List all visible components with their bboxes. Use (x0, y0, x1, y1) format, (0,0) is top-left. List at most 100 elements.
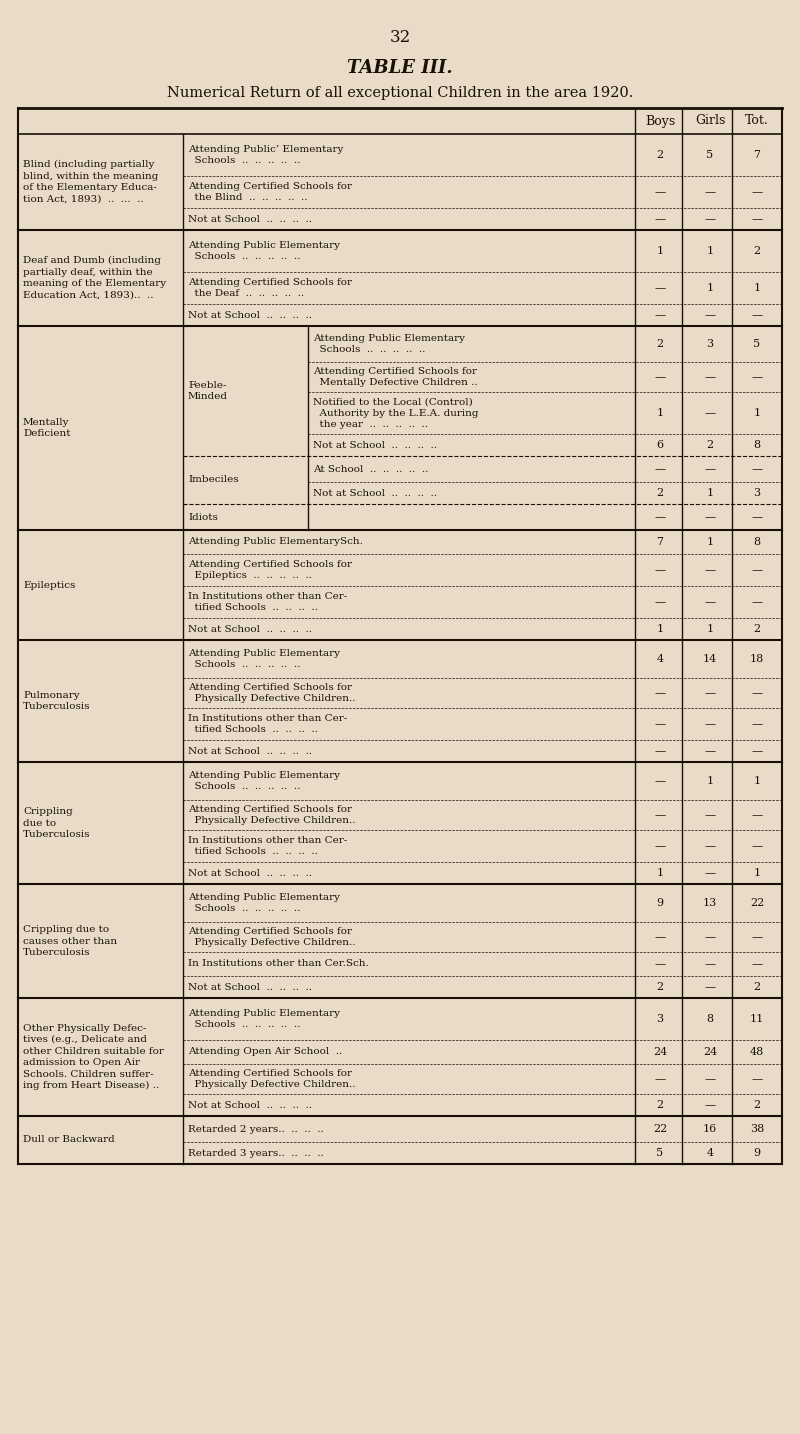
Text: —: — (705, 840, 715, 850)
Text: Not at School  ..  ..  ..  ..: Not at School .. .. .. .. (188, 869, 312, 878)
Text: Notified to the Local (Control)
  Authority by the L.E.A. during
  the year  .. : Notified to the Local (Control) Authorit… (313, 397, 478, 429)
Text: Idiots: Idiots (188, 512, 218, 522)
Text: In Institutions other than Cer-
  tified Schools  ..  ..  ..  ..: In Institutions other than Cer- tified S… (188, 836, 347, 856)
Text: Not at School  ..  ..  ..  ..: Not at School .. .. .. .. (188, 311, 312, 320)
Text: Retarded 3 years..  ..  ..  ..: Retarded 3 years.. .. .. .. (188, 1149, 324, 1157)
Text: —: — (705, 1074, 715, 1084)
Text: 1: 1 (706, 282, 714, 293)
Text: 16: 16 (703, 1124, 717, 1134)
Text: Attending Certified Schools for
  Physically Defective Children..: Attending Certified Schools for Physical… (188, 926, 355, 948)
Text: Deaf and Dumb (including
partially deaf, within the
meaning of the Elementary
Ed: Deaf and Dumb (including partially deaf,… (23, 257, 166, 300)
Text: Imbeciles: Imbeciles (188, 476, 238, 485)
Text: 5: 5 (657, 1149, 663, 1159)
Text: 8: 8 (754, 536, 761, 546)
Text: —: — (705, 465, 715, 475)
Text: Not at School  ..  ..  ..  ..: Not at School .. .. .. .. (188, 982, 312, 991)
Text: Attending Public Elementary
  Schools  ..  ..  ..  ..  ..: Attending Public Elementary Schools .. .… (188, 1008, 340, 1030)
Text: 2: 2 (754, 247, 761, 257)
Text: 1: 1 (754, 282, 761, 293)
Text: —: — (654, 1074, 666, 1084)
Text: 48: 48 (750, 1047, 764, 1057)
Text: 1: 1 (657, 624, 663, 634)
Text: —: — (751, 465, 762, 475)
Text: —: — (705, 310, 715, 320)
Text: —: — (654, 688, 666, 698)
Text: —: — (751, 959, 762, 969)
Text: Not at School  ..  ..  ..  ..: Not at School .. .. .. .. (188, 215, 312, 224)
Text: 7: 7 (657, 536, 663, 546)
Text: —: — (751, 688, 762, 698)
Text: Attending Public ElementarySch.: Attending Public ElementarySch. (188, 538, 363, 546)
Text: Mentally
Deficient: Mentally Deficient (23, 417, 70, 439)
Text: 9: 9 (754, 1149, 761, 1159)
Text: Crippling due to
causes other than
Tuberculosis: Crippling due to causes other than Tuber… (23, 925, 117, 956)
Text: —: — (705, 371, 715, 381)
Text: —: — (751, 810, 762, 820)
Text: 2: 2 (706, 440, 714, 450)
Text: 1: 1 (657, 247, 663, 257)
Text: Attending Certified Schools for
  Epileptics  ..  ..  ..  ..  ..: Attending Certified Schools for Epilepti… (188, 559, 352, 581)
Text: —: — (705, 810, 715, 820)
Text: Attending Public Elementary
  Schools  ..  ..  ..  ..  ..: Attending Public Elementary Schools .. .… (188, 893, 340, 913)
Text: 24: 24 (653, 1047, 667, 1057)
Text: 1: 1 (706, 624, 714, 634)
Text: 2: 2 (657, 338, 663, 348)
Text: 2: 2 (754, 624, 761, 634)
Text: —: — (654, 214, 666, 224)
Text: —: — (751, 932, 762, 942)
Text: 3: 3 (706, 338, 714, 348)
Text: 4: 4 (706, 1149, 714, 1159)
Text: —: — (751, 310, 762, 320)
Text: —: — (654, 186, 666, 196)
Text: 1: 1 (706, 488, 714, 498)
Text: 32: 32 (390, 30, 410, 46)
Text: 2: 2 (657, 488, 663, 498)
Text: Attending Public Elementary
  Schools  ..  ..  ..  ..  ..: Attending Public Elementary Schools .. .… (188, 648, 340, 670)
Text: Attending Certified Schools for
  the Blind  ..  ..  ..  ..  ..: Attending Certified Schools for the Blin… (188, 182, 352, 202)
Text: —: — (705, 565, 715, 575)
Text: 13: 13 (703, 898, 717, 908)
Text: Girls: Girls (695, 115, 725, 128)
Text: Not at School  ..  ..  ..  ..: Not at School .. .. .. .. (313, 440, 437, 449)
Text: 2: 2 (657, 1100, 663, 1110)
Text: —: — (654, 810, 666, 820)
Text: 5: 5 (706, 151, 714, 161)
Text: 3: 3 (657, 1014, 663, 1024)
Text: Not at School  ..  ..  ..  ..: Not at School .. .. .. .. (188, 624, 312, 634)
Text: Not at School  ..  ..  ..  ..: Not at School .. .. .. .. (313, 489, 437, 498)
Text: —: — (705, 409, 715, 417)
Text: —: — (751, 840, 762, 850)
Text: —: — (751, 186, 762, 196)
Text: —: — (705, 982, 715, 992)
Text: —: — (705, 932, 715, 942)
Text: —: — (654, 565, 666, 575)
Text: 24: 24 (703, 1047, 717, 1057)
Text: Tot.: Tot. (745, 115, 769, 128)
Text: 1: 1 (754, 868, 761, 878)
Text: Attending Certified Schools for
  Physically Defective Children..: Attending Certified Schools for Physical… (188, 683, 355, 703)
Text: Attending Certified Schools for
  Physically Defective Children..: Attending Certified Schools for Physical… (188, 1068, 355, 1090)
Text: —: — (751, 371, 762, 381)
Text: —: — (705, 597, 715, 607)
Text: —: — (654, 746, 666, 756)
Text: 18: 18 (750, 654, 764, 664)
Text: 6: 6 (657, 440, 663, 450)
Text: —: — (705, 718, 715, 728)
Text: Feeble-
Minded: Feeble- Minded (188, 381, 228, 402)
Text: 1: 1 (657, 868, 663, 878)
Text: —: — (751, 565, 762, 575)
Text: —: — (751, 597, 762, 607)
Text: Attending Public’ Elementary
  Schools  ..  ..  ..  ..  ..: Attending Public’ Elementary Schools .. … (188, 145, 343, 165)
Text: 2: 2 (657, 151, 663, 161)
Text: Attending Certified Schools for
  Physically Defective Children..: Attending Certified Schools for Physical… (188, 804, 355, 825)
Text: —: — (751, 1074, 762, 1084)
Text: —: — (654, 776, 666, 786)
Text: Boys: Boys (645, 115, 675, 128)
Text: —: — (654, 371, 666, 381)
Text: 22: 22 (750, 898, 764, 908)
Text: 1: 1 (754, 776, 761, 786)
Text: —: — (654, 840, 666, 850)
Text: TABLE III.: TABLE III. (347, 59, 453, 77)
Text: 8: 8 (706, 1014, 714, 1024)
Text: 4: 4 (657, 654, 663, 664)
